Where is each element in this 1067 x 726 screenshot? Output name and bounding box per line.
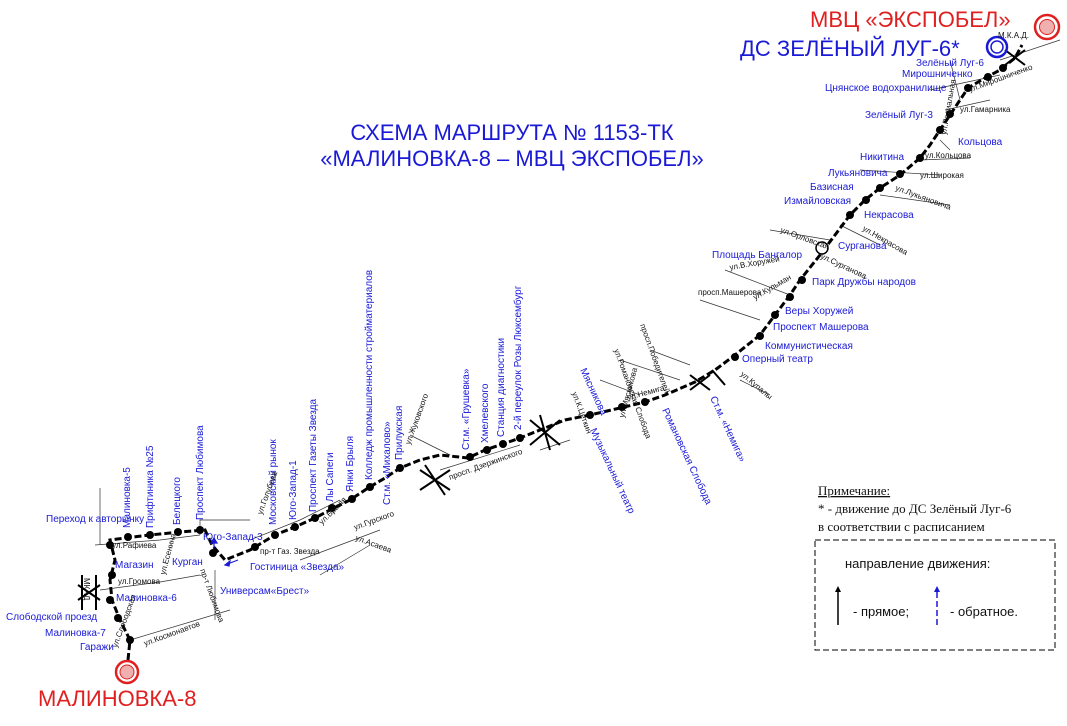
stop-label: Курган	[172, 557, 203, 568]
stop-label: Переход к авторынку	[46, 514, 144, 525]
legend-reverse: - обратное.	[950, 604, 1018, 619]
stop-label: Никитина	[860, 152, 904, 163]
stop-label: 2-й переулок Розы Люксембург	[512, 285, 524, 430]
stop-label: Лы Сапеги	[325, 452, 336, 502]
stop-label: Юго-Запад-1	[288, 460, 299, 520]
street-label: ул.Асаева	[354, 533, 393, 554]
note-line1: * - движение до ДС Зелёный Луг-6	[818, 501, 1012, 516]
surganova-stop-marker	[815, 241, 829, 255]
stop-label: Сурганова	[838, 241, 887, 252]
stop-label: Мирошниченко	[902, 69, 973, 80]
stop-label: Магазин	[115, 560, 154, 571]
depot-core	[990, 40, 1004, 54]
stop-label: Веры Хоружей	[785, 306, 853, 317]
stop-label: Проспект Газеты Звезда	[308, 399, 319, 512]
stop-label: Прифтиника №25	[144, 445, 156, 528]
note-line2: в соответствии с расписанием	[818, 519, 985, 534]
stop-label: Цнянское водохранилище	[825, 83, 947, 94]
depot-label: ДС ЗЕЛЁНЫЙ ЛУГ-6*	[740, 36, 960, 61]
start-terminal-icon	[114, 659, 140, 685]
street-label: ул.Кольцова	[925, 151, 972, 160]
stop-label: Слободской проезд	[6, 611, 97, 623]
street-label: пр-т Газ. Звезда	[260, 547, 320, 556]
street-label: МКАД	[82, 578, 91, 601]
stop-label: Белецкого	[172, 477, 183, 525]
stop-markers	[106, 64, 1007, 644]
stop-label: Зелёный Луг-3	[865, 110, 933, 121]
street-label: ул.Рафиева	[112, 541, 157, 550]
stop-label: Янки Брыля	[345, 436, 356, 492]
street-label: ул.Широкая	[920, 171, 964, 180]
street-label: ул.Есенина	[158, 532, 178, 576]
stop-label: Ст.м. «Грушевка»	[461, 368, 472, 450]
street-label: просп.Машерова	[698, 288, 762, 297]
stop-label: Проспект Любимова	[194, 425, 206, 520]
stop-label: Измайловская	[784, 196, 851, 207]
end-terminal-core	[1039, 19, 1055, 35]
stop-label: Станция диагностики	[496, 338, 507, 437]
stop-label: Малиновка-5	[122, 467, 133, 528]
map-title-line1: СХЕМА МАРШРУТА № 1153-ТК	[350, 120, 673, 145]
stop-label: Гостиница «Звезда»	[250, 562, 345, 573]
stop-label: Проспект Машерова	[773, 322, 869, 333]
stop-label: Музыкальный театр	[587, 427, 636, 516]
stop-label: Хмелевского	[480, 383, 491, 443]
stop-label: Юго-Запад-3	[203, 532, 263, 543]
street-label: ул.Купалы	[739, 370, 775, 402]
stop-label: Зелёный Луг-6	[916, 58, 984, 69]
street-network	[94, 39, 1061, 641]
stop-label: Универсам«Брест»	[220, 586, 310, 597]
stop-label: Некрасова	[864, 210, 914, 221]
reverse-arrows	[209, 536, 239, 567]
end-terminal-label: МВЦ «ЭКСПОБЕЛ»	[810, 7, 1011, 32]
stop-label: Парк Дружбы народов	[812, 276, 916, 288]
stop-label: Ст.м. «Михалово»	[382, 421, 393, 505]
stop-label: Оперный театр	[742, 354, 813, 365]
stop-label: Ст.м. «Немига»	[707, 395, 747, 465]
legend-title: направление движения:	[845, 556, 990, 571]
stop-label: Московский рынок	[268, 439, 279, 525]
stop-label: Романовская Слобода	[659, 406, 714, 507]
forward-arrow-head	[835, 586, 841, 592]
stop-label: Гаражи	[80, 642, 114, 653]
street-label: ул.Гамарника	[960, 105, 1011, 114]
stop-label: Площадь Бангалор	[712, 250, 802, 261]
stop-label: Малиновка-7	[45, 628, 106, 639]
route-line	[108, 44, 1024, 661]
legend-forward: - прямое;	[853, 604, 909, 619]
stop-label: Коммунистическая	[765, 341, 853, 352]
legend-box: направление движения: - прямое; - обратн…	[814, 539, 1056, 651]
stop-label: Лукьяновича	[828, 168, 888, 179]
stop-label: Кольцова	[958, 137, 1003, 148]
stop-label: Базисная	[810, 182, 854, 193]
end-terminal-icon	[1033, 13, 1061, 41]
street-label: просп.Победителей	[638, 323, 672, 395]
street-label: ул.Гурского	[353, 509, 396, 532]
stop-label: Малиновка-6	[116, 593, 177, 604]
start-terminal-label: МАЛИНОВКА-8	[38, 686, 196, 711]
map-title-line2: «МАЛИНОВКА-8 – МВЦ ЭКСПОБЕЛ»	[320, 146, 704, 171]
street-label: ул.Орловская	[779, 225, 830, 251]
street-label: ул.Громова	[118, 577, 161, 586]
note-block: Примечание: * - движение до ДС Зелёный Л…	[818, 483, 1012, 534]
interchange-icons	[77, 49, 1026, 610]
stop-label: Прилукская	[394, 406, 405, 460]
reverse-arrow-head	[934, 586, 940, 592]
note-heading: Примечание:	[818, 483, 890, 498]
depot-icon	[985, 35, 1009, 59]
start-terminal-core	[119, 664, 135, 680]
street-label: ул.Лукьяновича	[894, 183, 952, 212]
stop-label: Колледж промышленности стройматериалов	[364, 270, 375, 480]
street-label: М.К.А.Д.	[998, 31, 1029, 40]
street-label: ул.Жуковского	[403, 392, 430, 446]
